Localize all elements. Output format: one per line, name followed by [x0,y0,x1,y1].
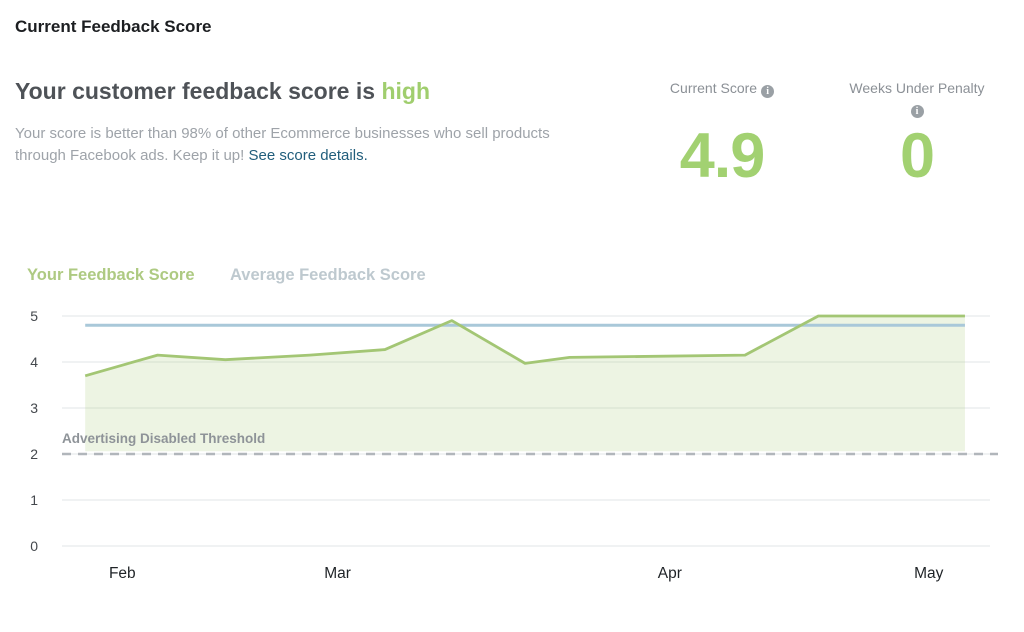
weeks-under-penalty-stat: Weeks Under Penalty i 0 [817,78,1017,192]
y-axis-tick: 5 [30,308,38,324]
x-axis-month-label: Mar [324,565,351,582]
headline: Your customer feedback score is high [15,78,430,105]
weeks-under-penalty-label: Weeks Under Penalty i [817,78,1017,118]
y-axis-tick: 0 [30,538,38,554]
weeks-under-penalty-value: 0 [899,121,935,191]
page-title: Current Feedback Score [15,17,212,36]
current-score-label-text: Current Score [669,80,758,96]
info-icon[interactable]: i [761,85,775,98]
y-axis-tick: 1 [30,492,38,508]
x-axis-month-label: Feb [108,565,136,582]
summary-line1: Your score is better than 98% of other E… [15,125,550,142]
x-axis-month-label: Apr [657,565,682,582]
weeks-under-penalty-label-text: Weeks Under Penalty [849,80,985,96]
score-status-high: high [381,78,430,104]
legend-average-feedback-score[interactable]: Average Feedback Score [230,266,426,284]
x-axis-month-label: May [914,565,944,582]
legend-your-feedback-score[interactable]: Your Feedback Score [27,266,195,284]
y-axis-tick: 2 [30,446,38,462]
threshold-label: Advertising Disabled Threshold [62,431,266,446]
see-score-details-link[interactable]: See score details. [248,146,368,164]
current-score-value: 4.9 [679,121,766,191]
summary-text: Your score is better than 98% of other E… [15,123,550,166]
y-axis-tick: 4 [30,354,38,370]
y-axis-tick: 3 [30,400,38,416]
summary-line2: through Facebook ads. Keep it up! [15,146,245,164]
current-score-label: Current Score i [622,78,822,98]
current-score-stat: Current Score i 4.9 [622,78,822,192]
info-icon[interactable]: i [910,105,924,118]
headline-text: Your customer feedback score is [15,78,376,104]
